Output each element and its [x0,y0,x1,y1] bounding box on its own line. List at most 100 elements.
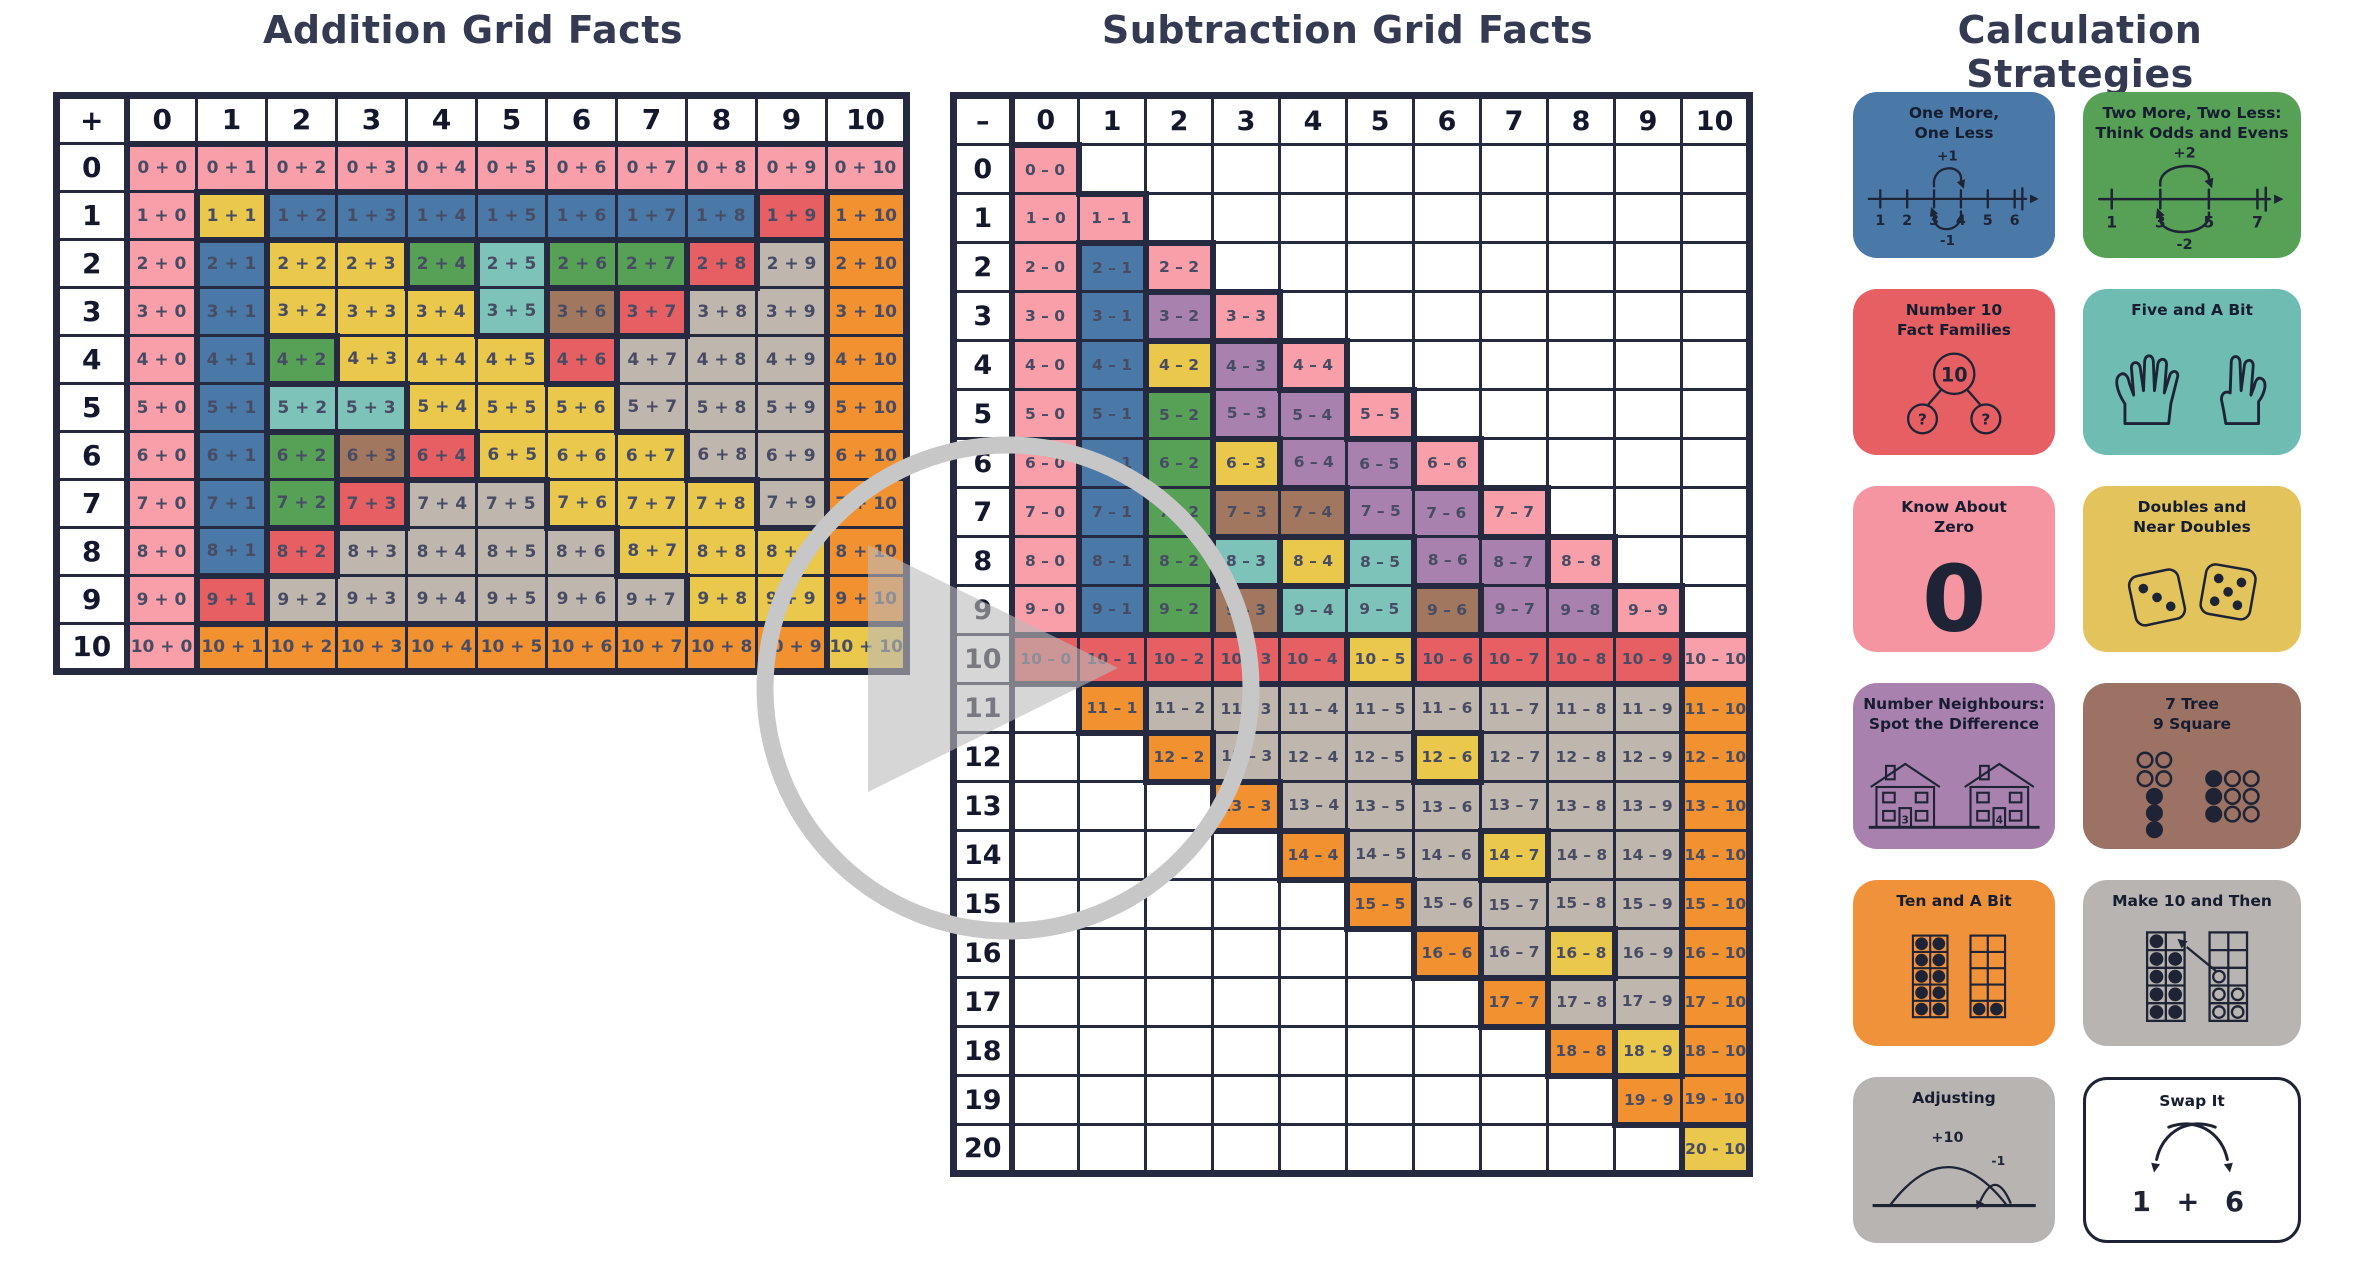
subtraction-col-header: 1 [1077,94,1147,146]
addition-cell: 3 + 1 [195,286,270,337]
subtraction-cell: 15 – 6 [1412,878,1482,932]
make-10-and-then-icon [2089,911,2295,1042]
subtraction-row-header: 5 [952,388,1015,440]
strategy-card-title-line: Spot the Difference [1868,715,2040,734]
strategy-card-title-line: Number Neighbours: [1863,695,2045,713]
addition-col-header: 4 [405,94,478,145]
subtraction-cell: 15 – 10 [1679,878,1752,930]
addition-cell: 4 + 1 [195,334,270,385]
subtraction-empty-cell [1211,878,1281,930]
addition-cell: 2 + 5 [475,238,550,289]
addition-cell: 5 + 2 [265,382,338,435]
subtraction-empty-cell [1679,486,1752,538]
subtraction-empty-cell [1278,290,1348,344]
strategy-card-know-about-zero: Know About Zero 0 [1853,486,2055,652]
addition-cell: 0 + 1 [195,140,268,195]
subtraction-empty-cell [1211,241,1281,295]
swap-it-icon: 1 + 6 [2092,1111,2292,1236]
strategy-card-two-more-two-less: Two More, Two Less: Think Odds and Evens … [2083,92,2301,258]
addition-cell: 2 + 0 [123,238,200,289]
strategy-card-title-line: One More, [1908,104,2000,122]
addition-cell: 5 + 9 [755,382,830,433]
addition-cell: 1 + 7 [615,190,688,243]
subtraction-cell: 7 – 5 [1345,486,1415,540]
subtraction-empty-cell [1278,927,1348,979]
addition-cell: 7 + 6 [545,478,618,531]
addition-cell: 4 + 2 [265,334,340,387]
addition-cell: 6 + 3 [335,430,410,483]
addition-col-header: 1 [195,94,268,145]
strategy-card-title: Know About Zero [1901,497,2007,537]
addition-cell: 4 + 5 [475,334,550,385]
addition-cell: 8 + 1 [195,526,270,579]
addition-cell: 3 + 5 [475,286,550,339]
subtraction-row-header: 0 [952,143,1015,195]
addition-cell: 1 + 4 [405,190,478,243]
subtraction-empty-cell [1345,339,1415,393]
addition-cell: 7 + 9 [755,478,830,531]
subtraction-cell: 13 – 10 [1679,780,1752,832]
subtraction-empty-cell [1345,290,1415,342]
addition-row-header: 0 [55,142,130,193]
subtraction-empty-cell [1278,976,1348,1028]
subtraction-empty-cell [1211,927,1281,979]
addition-cell: 8 + 6 [545,526,620,577]
addition-row-header: 7 [55,478,130,529]
subtraction-empty-cell [1613,1123,1685,1175]
strategy-card-title: Number 10 Fact Families [1897,300,2011,340]
addition-cell: 3 + 3 [335,286,408,337]
strategy-card-title-line: Adjusting [1912,1089,1996,1107]
subtraction-cell: 17 – 10 [1679,976,1752,1028]
subtraction-cell: 13 – 8 [1546,780,1616,832]
subtraction-empty-cell [1613,339,1683,391]
strategy-card-title-line: Five and A Bit [2131,301,2253,319]
addition-cell: 7 + 4 [405,478,478,529]
addition-row-header: 2 [55,238,130,289]
subtraction-cell: 4 – 0 [1008,339,1082,391]
addition-cell: 2 + 1 [195,238,270,289]
addition-cell: 10 + 3 [335,622,408,673]
addition-cell: 3 + 7 [615,286,690,339]
subtraction-empty-cell [1412,1123,1482,1175]
play-ring-icon[interactable] [756,436,1260,940]
subtraction-empty-cell [1077,927,1147,979]
subtraction-empty-cell [1010,976,1080,1028]
subtraction-cell: 20 - 10 [1679,1123,1752,1175]
five-and-a-bit-icon [2089,320,2295,451]
subtraction-empty-cell [1010,1025,1080,1077]
addition-cell: 2 + 7 [615,238,690,291]
play-triangle-icon[interactable] [868,545,1118,792]
subtraction-empty-cell [1278,192,1348,244]
adjusting-icon: +10 -1 [1859,1108,2049,1239]
subtraction-empty-cell [1345,241,1415,293]
subtraction-cell: 6 – 5 [1345,437,1417,489]
svg-text:-2: -2 [2177,236,2193,253]
svg-text:1: 1 [2106,213,2117,231]
addition-cell: 9 + 1 [195,574,270,627]
svg-text:?: ? [1981,411,1990,429]
subtraction-cell: 17 – 9 [1613,976,1685,1030]
subtraction-row-header: 20 [952,1123,1015,1175]
addition-cell: 7 + 3 [335,478,410,531]
strategy-card-title: Two More, Two Less: Think Odds and Evens [2095,103,2288,143]
subtraction-empty-cell [1679,535,1752,587]
subtraction-cell: 11 – 1 [1077,682,1149,736]
strategy-card-title-line: Ten and A Bit [1896,892,2012,910]
subtraction-cell: 9 – 1 [1077,584,1149,638]
addition-cell: 6 + 0 [123,430,200,481]
subtraction-cell: 10 – 8 [1546,633,1616,687]
strategy-card-title-line: Number 10 [1905,301,2003,319]
subtraction-col-header: 3 [1211,94,1281,146]
subtraction-col-header: 7 [1479,94,1549,146]
subtraction-cell: 12 – 10 [1679,731,1752,783]
svg-text:4: 4 [1995,815,2002,827]
addition-cell: 10 + 6 [545,622,618,673]
subtraction-cell: 10 – 7 [1479,633,1549,687]
strategy-card-title-line: Zero [1933,518,1975,537]
subtraction-cell: 16 – 9 [1613,927,1685,979]
subtraction-row-header: 14 [952,829,1015,881]
subtraction-cell: 11 – 7 [1479,682,1549,734]
subtraction-cell: 13 – 4 [1278,780,1348,834]
